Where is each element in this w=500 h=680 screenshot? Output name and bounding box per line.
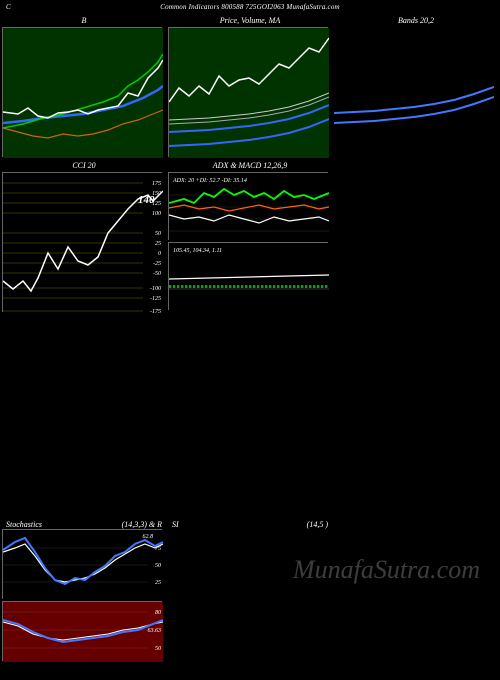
panel-stoch-chart: 75502562.8 [3,530,163,600]
row-2: CCI 20 17515012510050250-25-50-100-125-1… [0,159,500,312]
panel-adx-chart: ADX: 20 +DI: 52.7 -DI: 35.14 [169,173,329,241]
svg-text:0: 0 [158,251,161,257]
panel-cci: 17515012510050250-25-50-100-125-175140 [2,172,162,312]
row-3: Stochastics (14,3,3) & R 75502562.8 SI (… [2,520,332,661]
svg-text:25: 25 [155,580,161,586]
panel-price-chart [169,28,329,158]
rsi-title-left: SI [172,520,179,529]
panel-bands-chart [334,27,494,157]
panel-price [168,27,328,157]
svg-text:50: 50 [155,646,161,652]
svg-text:-125: -125 [150,296,161,302]
svg-text:50: 50 [155,231,161,237]
svg-text:80: 80 [155,610,161,616]
panel-price-title: Price, Volume, MA [168,14,332,27]
svg-text:ADX: 20 +DI: 52.7 -DI: 35.14: ADX: 20 +DI: 52.7 -DI: 35.14 [172,177,247,184]
svg-text:105.45, 104.34, 1.11: 105.45, 104.34, 1.11 [173,247,222,254]
stoch-title-right: (14,3,3) & R [122,520,162,529]
svg-text:140: 140 [138,194,155,206]
panel-cci-chart: 17515012510050250-25-50-100-125-175140 [3,173,163,313]
svg-text:-100: -100 [150,286,161,292]
panel-b [2,27,162,157]
panel-b-chart [3,28,163,158]
panel-cci-title: CCI 20 [2,159,166,172]
panel-adx-macd: ADX: 20 +DI: 52.7 -DI: 35.14 105.45, 104… [168,172,328,310]
svg-text:-25: -25 [153,261,161,267]
stoch-title-left: Stochastics [6,520,42,529]
panel-red-chart: 80 63.63 50 [3,602,163,662]
svg-text:-50: -50 [153,271,161,277]
rsi-title-right: (14,5 ) [307,520,328,529]
header-text: Common Indicators 800588 725GOI2063 Muna… [160,3,340,11]
header-left-char: C [6,3,11,11]
panel-red: 80 63.63 50 [2,601,162,661]
panel-macd-chart: 105.45, 104.34, 1.11 [169,243,329,311]
panel-b-title: B [2,14,166,27]
svg-text:100: 100 [152,211,161,217]
svg-text:63.63: 63.63 [148,628,162,634]
svg-text:175: 175 [152,181,161,187]
svg-text:50: 50 [155,563,161,569]
panel-stoch: 75502562.8 [2,529,162,599]
row-1: B Price, Volume, MA Bands 20,2 [0,14,500,157]
panel-bands-title: Bands 20,2 [334,14,498,27]
panel-adx-title: ADX & MACD 12,26,9 [168,159,332,172]
svg-text:-175: -175 [150,309,161,313]
panel-bands [334,27,494,157]
svg-text:62.8: 62.8 [143,534,154,540]
svg-text:25: 25 [155,241,161,247]
